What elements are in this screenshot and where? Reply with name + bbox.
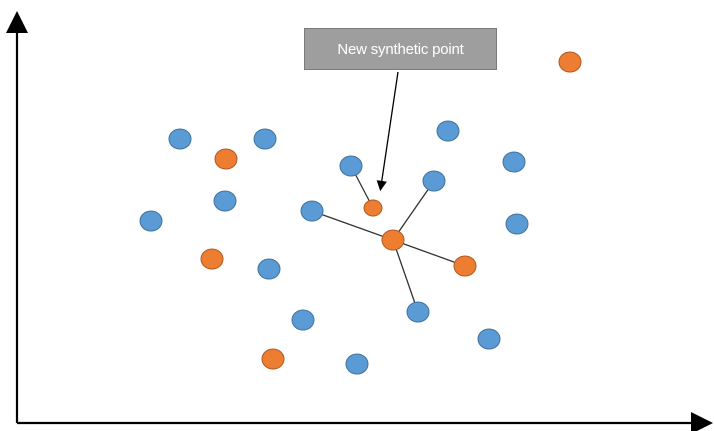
majority-point (213, 190, 237, 212)
majority-point (339, 155, 363, 177)
majority-point (253, 128, 277, 150)
minority-point (261, 348, 285, 370)
callout-arrow (376, 71, 399, 192)
callout-box: New synthetic point (304, 28, 497, 70)
majority-point (139, 210, 163, 232)
minority-points (200, 51, 582, 370)
synthetic-point (363, 199, 383, 217)
majority-point (291, 309, 315, 331)
minority-point-center (381, 229, 405, 251)
majority-point (505, 213, 529, 235)
majority-point (422, 170, 446, 192)
minority-point (214, 148, 238, 170)
majority-point (168, 128, 192, 150)
majority-point (436, 120, 460, 142)
majority-point (406, 301, 430, 323)
neighbor-line (392, 239, 466, 267)
callout-label: New synthetic point (337, 40, 464, 58)
neighbor-line (392, 180, 435, 241)
minority-point (558, 51, 582, 73)
majority-point (300, 200, 324, 222)
majority-point (345, 353, 369, 375)
minority-point (453, 255, 477, 277)
minority-point (200, 248, 224, 270)
neighbor-line (392, 239, 419, 313)
majority-point (502, 151, 526, 173)
majority-points (139, 120, 529, 375)
neighbor-line (311, 210, 394, 241)
majority-point (257, 258, 281, 280)
majority-point (477, 328, 501, 350)
